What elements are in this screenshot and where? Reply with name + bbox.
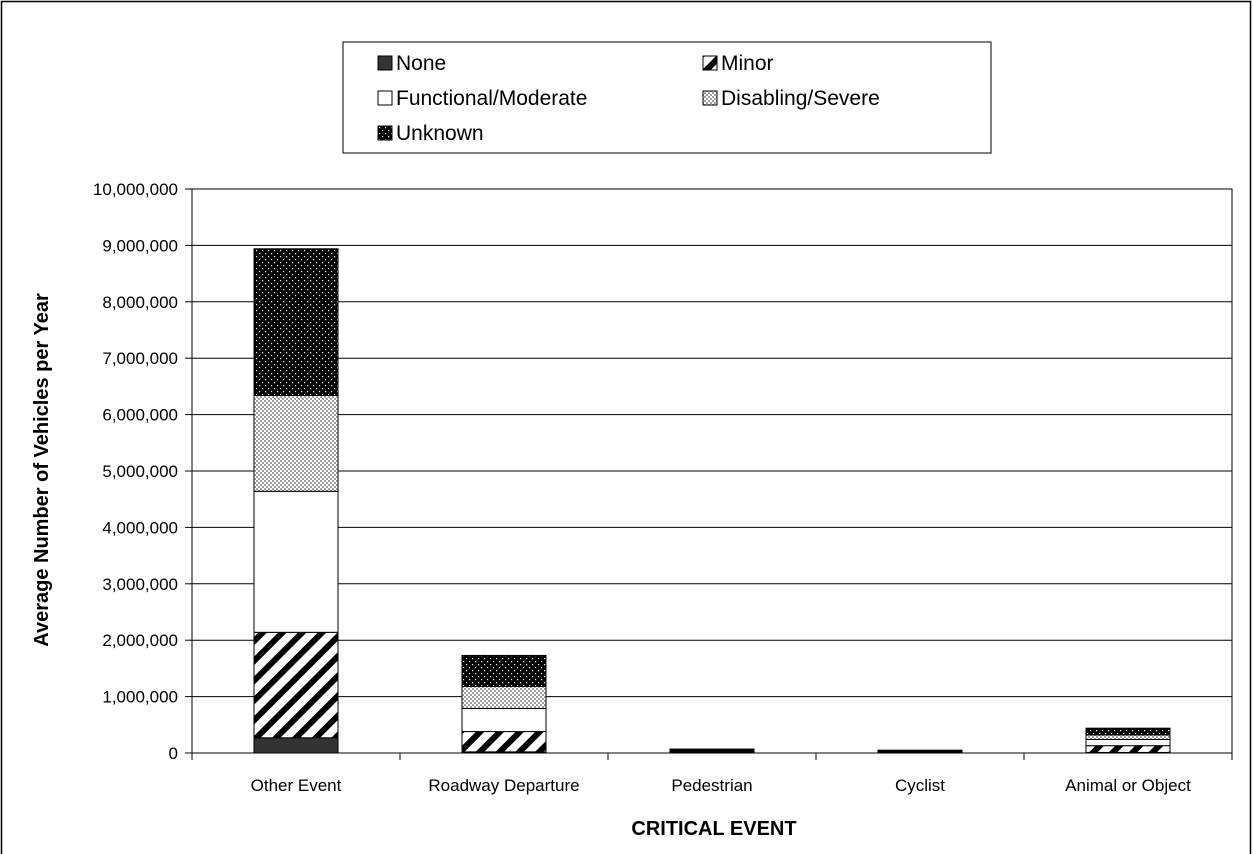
legend-label: Disabling/Severe [721,87,880,110]
legend-box [342,41,992,154]
y-axis-title: Average Number of Vehicles per Year [31,293,53,647]
bar-segment [1085,745,1171,753]
legend-swatch [377,125,393,141]
y-tick-label: 4,000,000 [102,518,178,537]
legend-label: None [396,52,446,75]
y-tick-label: 0 [169,744,178,763]
bar-segment [461,654,547,687]
y-tick-label: 1,000,000 [102,688,178,707]
bar-segment [461,685,547,709]
bar-segment [461,707,547,733]
x-tick-label: Animal or Object [1065,776,1191,795]
bar-segment [253,737,339,754]
bar-segment [1085,738,1171,747]
y-tick-label: 3,000,000 [102,575,178,594]
y-tick-label: 6,000,000 [102,406,178,425]
legend-swatch [702,55,718,71]
legend-label: Minor [721,52,774,75]
legend-swatch [702,90,718,106]
x-tick-label: Roadway Departure [428,776,579,795]
bar-segment [1085,727,1171,736]
legend: None Minor Functional/Moderate Disabling/Se… [342,41,992,154]
bar-segment [253,631,339,739]
y-tick-labels: 0 1,000,000 2,000,000 3,000,000 4,000,000 5,0… [93,180,178,763]
bar-segment [253,248,339,396]
bar-segment [253,490,339,633]
legend-label: Functional/Moderate [396,87,587,110]
bar-segment [253,394,339,492]
x-tick-labels: Other Event Roadway Departure Pedestrian Cy… [251,776,1191,795]
y-tick-label: 5,000,000 [102,462,178,481]
x-tick-label: Pedestrian [671,776,752,795]
y-tick-label: 10,000,000 [93,180,178,199]
legend-swatch [377,90,393,106]
y-tick-label: 8,000,000 [102,293,178,312]
bar-segment [461,731,547,753]
x-axis-title: CRITICAL EVENT [631,818,796,840]
x-tick-label: Other Event [251,776,342,795]
bar-segment [877,749,963,752]
legend-swatch [377,55,393,71]
bar-segment [669,748,755,751]
legend-label: Unknown [396,122,484,145]
y-tick-label: 7,000,000 [102,349,178,368]
gridlines [185,188,1233,760]
bar-segment [1085,734,1171,740]
bars [253,248,1171,754]
y-tick-label: 9,000,000 [102,236,178,255]
y-tick-label: 2,000,000 [102,631,178,650]
x-tick-label: Cyclist [895,776,945,795]
plot-area: 0 1,000,000 2,000,000 3,000,000 4,000,000 5,0… [93,180,1233,795]
